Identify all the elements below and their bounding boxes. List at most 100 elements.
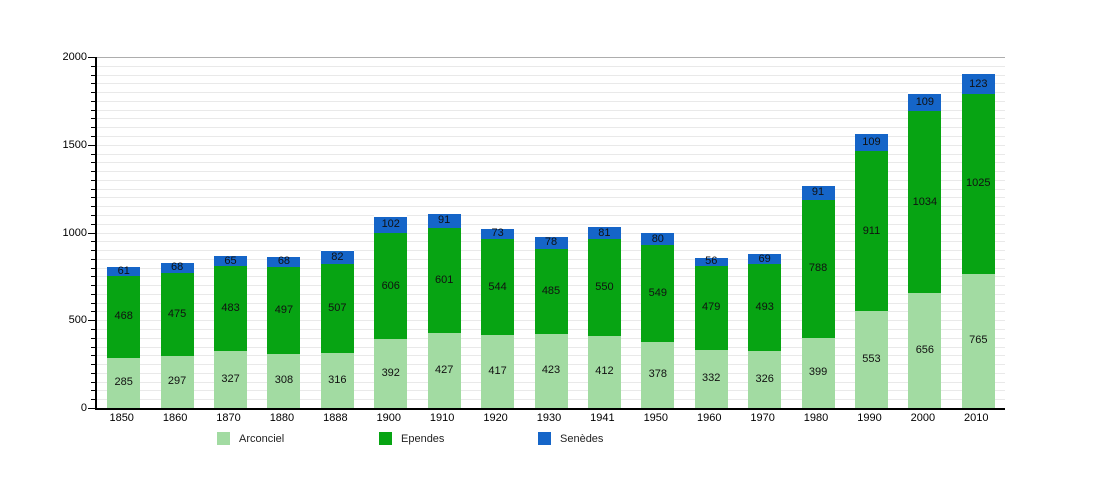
y-axis-tick bbox=[91, 83, 95, 85]
bar-value-label: 417 bbox=[488, 364, 507, 377]
bar-segment-ependes: 606 bbox=[374, 232, 408, 340]
y-axis-tick bbox=[91, 293, 95, 295]
bar-value-label: 423 bbox=[541, 364, 561, 377]
x-axis-label: 1870 bbox=[216, 412, 241, 424]
bar-group-1860: 297 475 68 bbox=[160, 260, 194, 408]
y-axis-tick bbox=[88, 144, 95, 146]
y-axis-tick bbox=[91, 214, 95, 216]
bar-value-label: 68 bbox=[277, 255, 291, 268]
y-axis-tick bbox=[91, 285, 95, 287]
y-axis-tick bbox=[91, 258, 95, 260]
y-axis-label: 0 bbox=[80, 402, 87, 414]
y-axis-tick bbox=[91, 223, 95, 225]
bar-value-label: 332 bbox=[702, 372, 721, 385]
gridline bbox=[97, 188, 1005, 190]
gridline bbox=[97, 127, 1005, 129]
y-axis-label: 2000 bbox=[62, 51, 87, 63]
y-axis-tick bbox=[91, 390, 95, 392]
bar-value-label: 412 bbox=[595, 365, 614, 378]
bar-segment-ependes: 485 bbox=[534, 248, 568, 334]
gridline bbox=[97, 179, 1005, 181]
bar-segment-senèdes: 68 bbox=[160, 260, 194, 273]
y-axis-tick bbox=[91, 118, 95, 120]
bar-value-label: 82 bbox=[331, 250, 344, 263]
bar-value-label: 427 bbox=[434, 364, 454, 377]
bar-group-1888: 316 507 82 bbox=[320, 249, 354, 408]
y-axis-tick bbox=[88, 232, 95, 234]
y-axis-tick bbox=[91, 399, 95, 401]
bar-segment-senèdes: 109 bbox=[854, 131, 888, 152]
legend-label: Senèdes bbox=[560, 432, 604, 445]
bar-segment-ependes: 1034 bbox=[908, 111, 942, 293]
bar-segment-senèdes: 56 bbox=[694, 256, 728, 267]
bar-value-label: 308 bbox=[274, 374, 294, 387]
gridline bbox=[97, 214, 1005, 216]
bar-value-label: 475 bbox=[167, 307, 187, 320]
bar-value-label: 553 bbox=[862, 352, 881, 365]
x-axis-label: 1960 bbox=[696, 412, 722, 424]
x-axis-label: 1850 bbox=[109, 412, 134, 424]
bar-segment-arconciel: 297 bbox=[160, 355, 194, 408]
y-axis-tick bbox=[91, 100, 95, 102]
bar-segment-ependes: 549 bbox=[641, 245, 675, 342]
bar-value-label: 109 bbox=[862, 136, 881, 149]
x-axis-label: 1920 bbox=[483, 412, 508, 424]
bar-segment-senèdes: 65 bbox=[214, 254, 248, 266]
bar-group-1850: 285 468 61 bbox=[107, 265, 141, 408]
bar-group-1880: 308 497 68 bbox=[267, 254, 301, 408]
bar-segment-senèdes: 69 bbox=[748, 252, 782, 265]
bar-value-label: 78 bbox=[544, 236, 558, 249]
bar-group-1941: 412 550 81 bbox=[587, 224, 621, 408]
bar-value-label: 497 bbox=[274, 303, 294, 316]
gridline bbox=[97, 223, 1005, 225]
bar-segment-arconciel: 378 bbox=[641, 341, 675, 408]
y-axis-tick bbox=[91, 197, 95, 199]
y-axis-tick bbox=[91, 267, 95, 269]
bar-value-label: 550 bbox=[595, 280, 614, 293]
bar-value-label: 73 bbox=[491, 227, 504, 240]
y-axis-tick bbox=[88, 320, 95, 322]
gridline bbox=[97, 206, 1005, 208]
gridline bbox=[97, 232, 1005, 234]
y-axis-tick bbox=[91, 381, 95, 383]
x-axis-label: 1860 bbox=[162, 412, 188, 424]
bar-value-label: 493 bbox=[755, 301, 774, 314]
bar-segment-ependes: 1025 bbox=[961, 93, 995, 274]
bar-segment-arconciel: 308 bbox=[267, 353, 301, 408]
bar-value-label: 80 bbox=[651, 232, 664, 245]
gridline bbox=[97, 100, 1005, 102]
bar-value-label: 392 bbox=[381, 367, 400, 380]
bar-segment-ependes: 497 bbox=[267, 266, 301, 354]
bar-group-1900: 392 606 102 bbox=[374, 214, 408, 408]
bar-value-label: 1034 bbox=[912, 195, 938, 208]
y-axis-tick bbox=[91, 127, 95, 129]
bar-segment-ependes: 468 bbox=[107, 275, 141, 358]
bar-segment-arconciel: 427 bbox=[427, 333, 461, 408]
bar-group-1960: 332 479 56 bbox=[694, 256, 728, 408]
x-axis-label: 1950 bbox=[643, 412, 669, 424]
y-axis-tick bbox=[91, 337, 95, 339]
bar-segment-arconciel: 399 bbox=[801, 337, 835, 408]
x-axis-label: 1980 bbox=[803, 412, 829, 424]
gridline bbox=[97, 171, 1005, 173]
y-axis-tick bbox=[91, 188, 95, 190]
bar-value-label: 911 bbox=[862, 224, 881, 237]
bar-segment-senèdes: 61 bbox=[107, 265, 141, 277]
bar-segment-ependes: 493 bbox=[748, 264, 782, 351]
legend-item-arconciel: Arconciel bbox=[217, 432, 284, 445]
legend-label: Arconciel bbox=[239, 432, 285, 445]
gridline bbox=[97, 83, 1005, 85]
bar-group-1910: 427 601 91 bbox=[427, 211, 461, 408]
y-axis-tick bbox=[91, 92, 95, 94]
bar-segment-arconciel: 423 bbox=[534, 333, 568, 408]
bar-segment-arconciel: 412 bbox=[587, 335, 621, 408]
y-axis-tick bbox=[91, 355, 95, 357]
y-axis-tick bbox=[91, 276, 95, 278]
bar-segment-ependes: 544 bbox=[481, 239, 515, 335]
chart-legend: Arconciel Ependes Senèdes bbox=[0, 432, 1100, 448]
bar-segment-arconciel: 326 bbox=[748, 350, 782, 408]
bar-value-label: 399 bbox=[808, 366, 828, 379]
legend-swatch-icon bbox=[538, 432, 551, 445]
bar-value-label: 69 bbox=[758, 252, 771, 265]
bar-group-1980: 399 788 91 bbox=[801, 183, 835, 408]
